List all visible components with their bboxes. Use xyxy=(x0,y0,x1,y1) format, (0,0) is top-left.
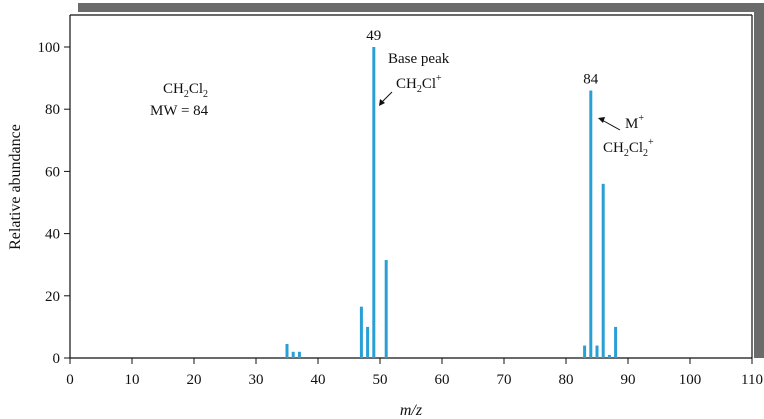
y-axis-title: Relative abundance xyxy=(7,124,24,250)
x-tick-label: 20 xyxy=(187,372,202,388)
x-tick-label: 0 xyxy=(66,372,74,388)
x-tick-label: 80 xyxy=(559,372,574,388)
molecular-ion-title: M+ xyxy=(625,113,644,132)
peak-bar xyxy=(285,344,289,358)
molecular-weight: MW = 84 xyxy=(150,103,209,119)
frame-shadow-top xyxy=(78,3,764,12)
m-formula-sup: + xyxy=(648,137,654,148)
peak-mz-label: 49 xyxy=(366,28,381,44)
base-peak-arrowhead xyxy=(379,99,385,106)
x-tick-label: 10 xyxy=(125,372,140,388)
frame-shadow-right xyxy=(754,3,764,358)
peak-bar xyxy=(614,326,618,358)
y-tick-label: 60 xyxy=(45,164,60,180)
x-tick-label: 50 xyxy=(373,372,388,388)
x-tick-label: 60 xyxy=(435,372,450,388)
molecular-ion-arrow xyxy=(601,119,621,131)
base-ion-sup: + xyxy=(436,73,442,84)
compound-formula: CH2Cl2 xyxy=(163,81,208,100)
peak-bars xyxy=(285,47,618,358)
base-ion-mid: Cl xyxy=(422,76,436,92)
x-tick-label: 40 xyxy=(311,372,326,388)
peak-bar xyxy=(372,47,376,358)
molecular-ion-formula: CH2Cl2+ xyxy=(603,137,654,159)
formula-sub2: 2 xyxy=(203,89,208,100)
formula-sub1: 2 xyxy=(184,89,189,100)
peak-bar xyxy=(589,90,593,358)
peak-bar xyxy=(607,354,611,358)
base-ion-sub1: 2 xyxy=(417,84,422,95)
m-ion-sup: + xyxy=(638,113,644,124)
y-axis-ticks: 0 20 40 60 80 100 xyxy=(38,40,70,367)
peak-bar xyxy=(359,306,363,358)
formula-base: CH xyxy=(163,81,184,97)
x-axis-title: m/z xyxy=(400,402,423,419)
m-formula-base: CH xyxy=(603,140,624,156)
m-formula-sub2: 2 xyxy=(643,148,648,159)
x-axis-ticks: 0 10 20 30 40 50 60 70 80 90 100 110 xyxy=(66,358,763,388)
peak-labels: 49 84 xyxy=(366,28,599,88)
molecular-ion-arrowhead xyxy=(598,117,605,123)
formula-mid: Cl xyxy=(189,81,203,97)
peak-bar xyxy=(291,351,295,358)
m-formula-mid: Cl xyxy=(629,140,643,156)
peak-mz-label: 84 xyxy=(583,72,599,88)
base-peak-arrow xyxy=(380,91,393,104)
peak-bar xyxy=(583,345,587,358)
peak-bar xyxy=(595,345,599,358)
peak-bar xyxy=(366,326,370,358)
peak-bar xyxy=(384,260,388,358)
y-tick-label: 80 xyxy=(45,102,60,118)
x-tick-label: 90 xyxy=(621,372,636,388)
x-tick-label: 100 xyxy=(679,372,702,388)
peak-bar xyxy=(297,351,301,358)
base-peak-ion: CH2Cl+ xyxy=(396,73,442,95)
y-tick-label: 100 xyxy=(38,40,61,56)
base-peak-title: Base peak xyxy=(388,51,450,67)
y-tick-label: 40 xyxy=(45,227,60,243)
m-formula-sub1: 2 xyxy=(624,148,629,159)
base-ion-base: CH xyxy=(396,76,417,92)
y-tick-label: 0 xyxy=(53,351,61,367)
x-tick-label: 70 xyxy=(497,372,512,388)
x-tick-label: 110 xyxy=(741,372,763,388)
peak-bar xyxy=(601,183,605,358)
m-ion-base: M xyxy=(625,116,638,132)
y-tick-label: 20 xyxy=(45,289,60,305)
x-tick-label: 30 xyxy=(249,372,264,388)
